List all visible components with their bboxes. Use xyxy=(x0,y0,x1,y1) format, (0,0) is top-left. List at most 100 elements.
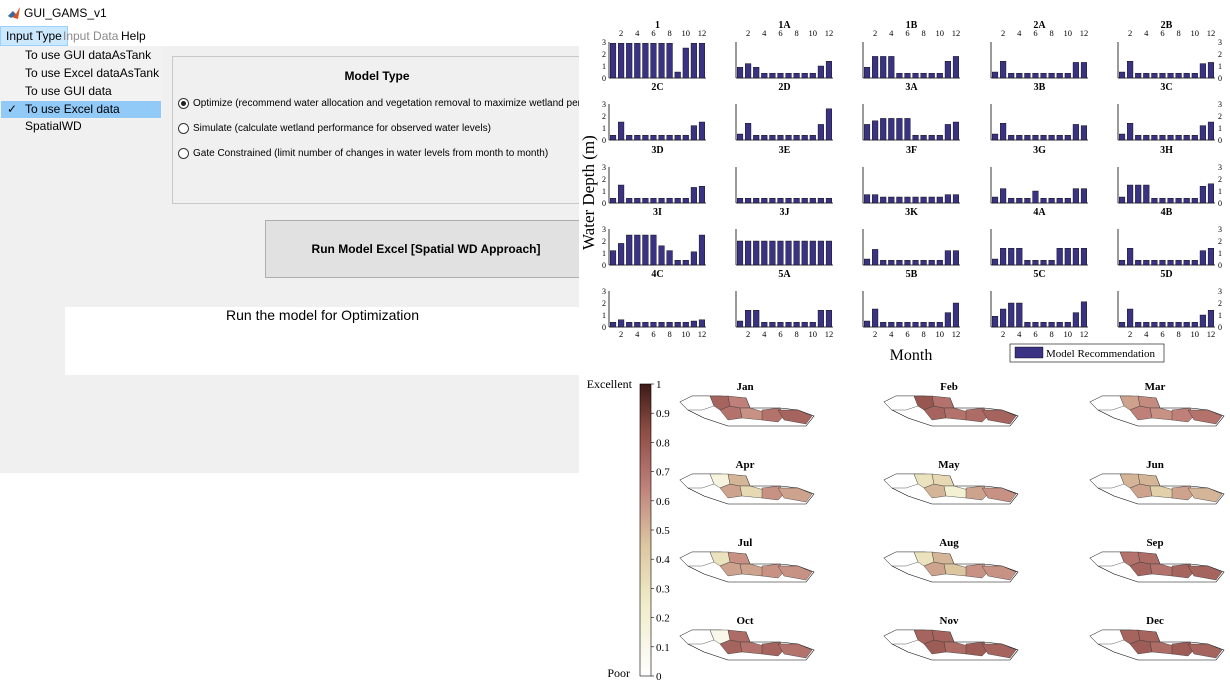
bar xyxy=(1080,125,1088,141)
bar xyxy=(1207,62,1215,79)
bar-panel-2D: 2D xyxy=(735,82,833,141)
dropdown-item-excel-spatial[interactable]: ✓ To use Excel data SpatialWD xyxy=(1,101,161,133)
option-simulate[interactable]: Simulate (calculate wetland performance … xyxy=(178,122,491,136)
bar xyxy=(753,197,760,204)
bar xyxy=(1175,260,1182,266)
bar xyxy=(769,240,776,266)
bar xyxy=(880,260,887,266)
x-tick-label: 8 xyxy=(668,329,672,339)
bar xyxy=(769,322,776,328)
bar xyxy=(1118,133,1126,141)
bar xyxy=(1024,134,1031,141)
bar xyxy=(785,134,792,141)
maximize-icon[interactable]: ☐ xyxy=(716,4,728,19)
bar xyxy=(753,310,760,328)
map-title: May xyxy=(938,459,960,471)
model-type-panel: Model Type Optimize (recommend water all… xyxy=(172,56,626,204)
map-unit xyxy=(883,395,919,411)
radio-simulate[interactable] xyxy=(178,122,189,134)
option-optimize[interactable]: Optimize (recommend water allocation and… xyxy=(178,97,626,111)
map-outline xyxy=(883,473,1019,505)
menu-help[interactable]: Help xyxy=(121,29,146,43)
bar xyxy=(896,72,903,79)
bar xyxy=(610,197,617,204)
map-unit xyxy=(965,563,989,579)
bar xyxy=(1135,322,1142,328)
bar xyxy=(864,66,871,79)
bar xyxy=(682,197,689,204)
bar xyxy=(1183,322,1190,328)
run-model-button[interactable]: Run Model Excel [Spatial WD Approach] xyxy=(265,220,587,278)
dropdown-item-excel-tank[interactable]: To use Excel dataAsTank xyxy=(1,65,161,82)
title-bar: GUI_GAMS_v1 xyxy=(0,0,579,26)
bar xyxy=(1151,260,1158,266)
colorbar-tick-label: 0.1 xyxy=(656,642,670,654)
y-tick-label: 1 xyxy=(602,311,606,320)
radio-optimize[interactable] xyxy=(178,97,189,109)
bar-panel-1A: 1A 2 4 6 8 10 12 xyxy=(735,20,833,79)
x-tick-label: 8 xyxy=(1177,28,1181,38)
map-unit xyxy=(943,563,969,577)
bar xyxy=(888,322,895,328)
menu-input-type[interactable]: Input Type xyxy=(0,26,68,46)
bar xyxy=(936,322,943,328)
radio-gate-constrained[interactable] xyxy=(178,147,189,159)
x-tick-label: 2 xyxy=(1001,329,1005,339)
bar xyxy=(634,43,641,79)
x-axis-label: Month xyxy=(890,347,933,364)
bar-panel-4A: 4A xyxy=(990,207,1088,266)
bar xyxy=(674,71,681,79)
dropdown-item-gui-tank[interactable]: To use GUI dataAsTank xyxy=(1,47,161,64)
bar xyxy=(761,197,768,204)
bar xyxy=(1167,260,1174,266)
panel-title: 3C xyxy=(1160,82,1172,93)
map-unit xyxy=(739,407,765,421)
bar xyxy=(1048,260,1055,266)
bar xyxy=(698,319,705,328)
bar xyxy=(1118,196,1126,204)
bar xyxy=(809,197,816,204)
menu-input-data[interactable]: Input Data xyxy=(63,29,119,43)
bar-panel-3D: 3D 0 1 2 3 xyxy=(602,145,706,208)
x-tick-label: 10 xyxy=(936,28,945,38)
bar xyxy=(777,322,784,328)
y-tick-label: 3 xyxy=(1218,100,1222,109)
close-icon[interactable]: ✕ xyxy=(757,4,768,19)
bar xyxy=(785,72,792,79)
option-label: Optimize (recommend water allocation and… xyxy=(193,98,626,109)
bar xyxy=(1080,301,1088,328)
map-unit xyxy=(727,551,751,565)
bar xyxy=(1024,322,1031,328)
colorbar-tick-label: 0.6 xyxy=(656,496,670,508)
bar xyxy=(944,194,951,204)
legend-label: Model Recommendation xyxy=(1046,348,1156,360)
bar xyxy=(1135,134,1142,141)
bar xyxy=(944,250,951,266)
bar xyxy=(992,71,999,79)
x-tick-label: 8 xyxy=(1050,28,1054,38)
x-tick-label: 6 xyxy=(778,329,782,339)
y-tick-label: 0 xyxy=(602,323,606,332)
bar xyxy=(928,260,935,266)
y-tick-label: 2 xyxy=(602,237,606,246)
bar xyxy=(1080,247,1088,266)
bar xyxy=(809,72,816,79)
bar-panel-3F: 3F xyxy=(862,145,960,204)
bar xyxy=(1159,134,1166,141)
bar xyxy=(1024,260,1031,266)
option-label: Simulate (calculate wetland performance … xyxy=(193,123,491,134)
bar xyxy=(904,118,911,141)
minimize-icon[interactable]: — xyxy=(677,4,690,19)
dropdown-item-gui-spatial[interactable]: To use GUI data SpatialWD xyxy=(1,83,161,115)
bar xyxy=(737,320,744,328)
x-tick-label: 2 xyxy=(1128,329,1132,339)
map-unit xyxy=(1137,551,1161,565)
colorbar-tick-label: 0.5 xyxy=(656,525,670,537)
status-box: Run the model for Optimization xyxy=(65,307,579,375)
map-unit xyxy=(1089,473,1125,489)
bar xyxy=(801,197,808,204)
bar xyxy=(785,240,792,266)
map-unit xyxy=(739,485,765,499)
option-gate-constrained[interactable]: Gate Constrained (limit number of change… xyxy=(178,147,548,161)
y-tick-label: 3 xyxy=(1218,38,1222,47)
